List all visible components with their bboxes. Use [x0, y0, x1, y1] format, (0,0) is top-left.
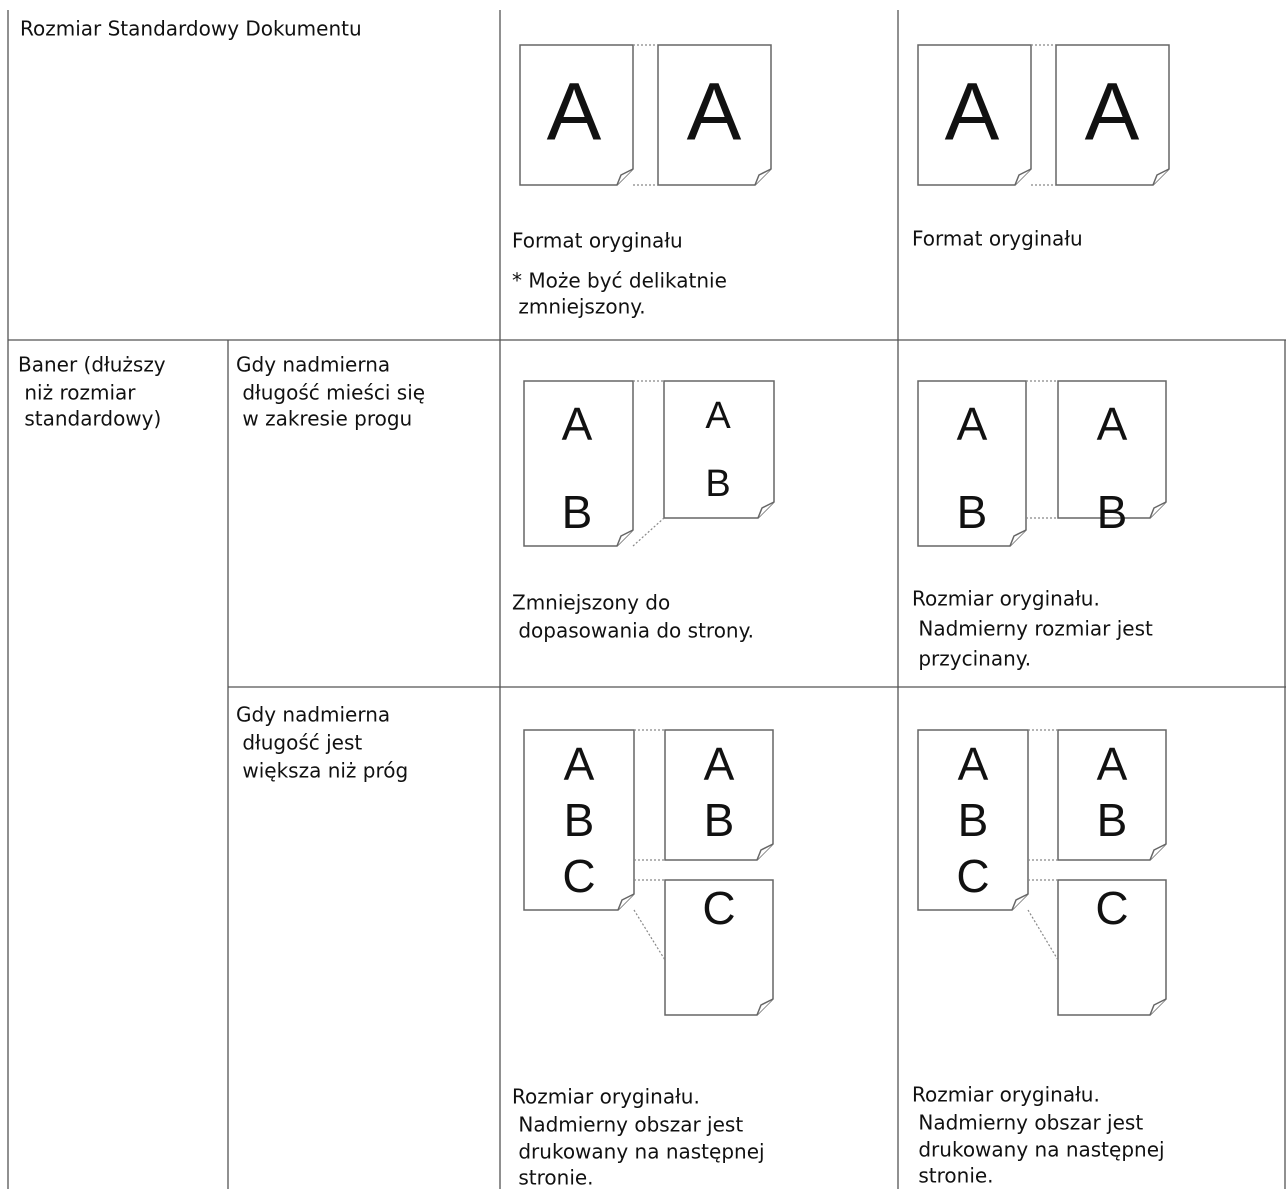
- cell-text: * Może być delikatnie: [512, 269, 727, 293]
- cell-text: Gdy nadmierna: [236, 703, 390, 727]
- page-fold: [1149, 501, 1167, 519]
- illustration-letter: A: [705, 395, 731, 437]
- cell-text: niż rozmiar: [18, 381, 136, 405]
- table-borders: [7, 10, 1286, 1189]
- illustration-letter: A: [1085, 67, 1140, 158]
- cell-text: drukowany na następnej: [512, 1140, 765, 1164]
- illustration-letter: B: [564, 794, 595, 846]
- illustration-letter: B: [704, 794, 735, 846]
- page-fold: [616, 529, 634, 547]
- illustration-letter: C: [702, 882, 735, 934]
- illustration-letter: B: [957, 486, 988, 538]
- illustration-letter: B: [1097, 794, 1128, 846]
- cell-text: Nadmierny obszar jest: [912, 1111, 1143, 1135]
- cell-text: stronie.: [512, 1166, 594, 1189]
- cell-text: Format oryginału: [912, 227, 1083, 251]
- illustration-letter: A: [1097, 738, 1128, 790]
- illustration-letter: A: [704, 738, 735, 790]
- dashed-connector: [633, 44, 658, 186]
- cell-text: dopasowania do strony.: [512, 619, 754, 643]
- cell-text: Rozmiar oryginału.: [912, 1083, 1100, 1107]
- dashed-connector: [633, 729, 666, 961]
- cell-text: zmniejszony.: [512, 295, 646, 319]
- illustration-letter: C: [1095, 882, 1128, 934]
- cell-text: Rozmiar oryginału.: [912, 587, 1100, 611]
- page-fold: [1011, 893, 1029, 911]
- page-fold: [1152, 168, 1170, 186]
- cell-text: standardowy): [18, 407, 161, 431]
- page-fold: [616, 168, 634, 186]
- illustration-letter: B: [958, 794, 989, 846]
- page-fold: [754, 168, 772, 186]
- illustration-letter: A: [687, 67, 742, 158]
- illustration-letter: A: [564, 738, 595, 790]
- illustration-letter: A: [1097, 398, 1128, 450]
- cell-text: Baner (dłuższy: [18, 353, 166, 377]
- illustration-letter: B: [1097, 486, 1128, 538]
- illustration-letter: B: [562, 486, 593, 538]
- cell-text: długość mieści się: [236, 381, 425, 405]
- dashed-connector: [1026, 380, 1058, 519]
- page-fold: [1009, 529, 1027, 547]
- illustration-letter: B: [705, 463, 730, 505]
- page-fold: [756, 843, 774, 861]
- cell-text: Nadmierny rozmiar jest: [912, 617, 1153, 641]
- cell-text: Rozmiar Standardowy Dokumentu: [20, 17, 362, 41]
- illustration-letter: A: [957, 398, 988, 450]
- page-fold: [617, 893, 635, 911]
- illustration-letter: A: [945, 67, 1000, 158]
- cell-text: Nadmierny obszar jest: [512, 1113, 743, 1137]
- page-fold: [1149, 998, 1167, 1016]
- cell-text: drukowany na następnej: [912, 1138, 1165, 1162]
- cell-text: większa niż próg: [236, 759, 408, 783]
- cell-text: Rozmiar oryginału.: [512, 1085, 700, 1109]
- page-fold: [1014, 168, 1032, 186]
- page-fold: [756, 998, 774, 1016]
- page-fold: [757, 501, 775, 519]
- illustration-letter: C: [562, 850, 595, 902]
- dashed-connector: [1031, 44, 1056, 186]
- illustration-letter: A: [547, 67, 602, 158]
- cell-text: stronie.: [912, 1164, 994, 1188]
- cell-text: przycinany.: [912, 647, 1031, 671]
- cell-text: długość jest: [236, 731, 362, 755]
- page-fold: [1149, 843, 1167, 861]
- cell-text: Zmniejszony do: [512, 591, 670, 615]
- illustration-letter: A: [562, 398, 593, 450]
- cell-text: Gdy nadmierna: [236, 353, 390, 377]
- illustration-letter: A: [958, 738, 989, 790]
- illustration-letter: C: [956, 850, 989, 902]
- cell-text: Format oryginału: [512, 229, 683, 253]
- dashed-connector: [1027, 729, 1059, 961]
- dashed-connector: [632, 380, 665, 547]
- cell-text: w zakresie progu: [236, 407, 412, 431]
